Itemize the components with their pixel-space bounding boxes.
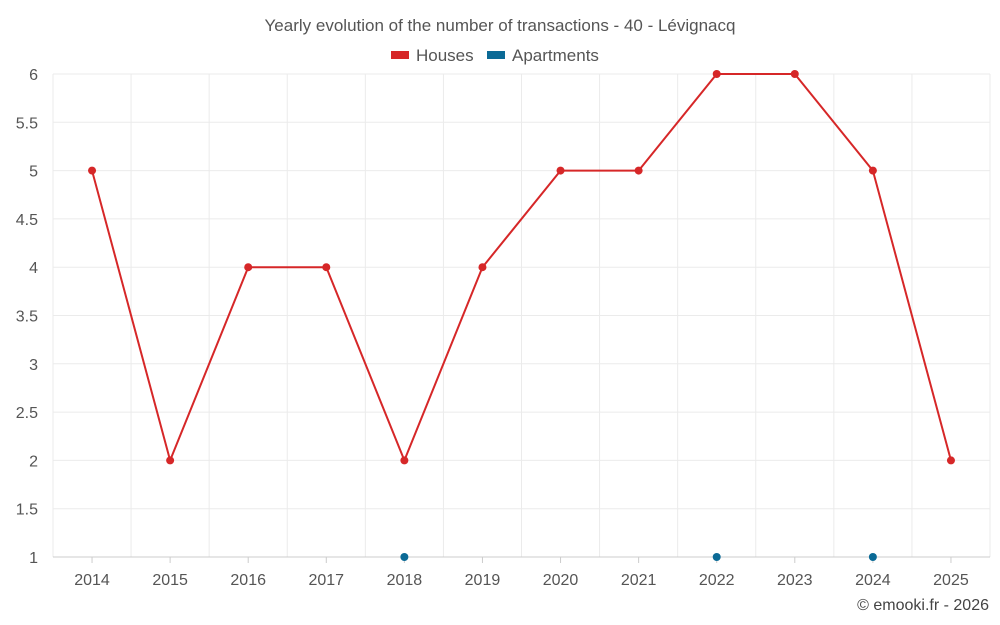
data-point-apartments[interactable]	[868, 553, 877, 561]
series-layer	[88, 70, 955, 561]
data-point-houses[interactable]	[400, 456, 409, 465]
legend: Houses Apartments	[391, 46, 599, 65]
data-point-houses[interactable]	[946, 456, 955, 465]
data-point-houses[interactable]	[322, 263, 331, 272]
legend-swatch-houses	[391, 51, 409, 59]
data-point-houses[interactable]	[634, 166, 643, 175]
y-tick-label: 3.5	[16, 309, 38, 326]
y-tick-label: 3	[29, 357, 38, 374]
data-point-houses[interactable]	[244, 263, 253, 272]
y-tick-label: 4.5	[16, 212, 38, 229]
x-tick-label: 2019	[465, 572, 501, 589]
y-tick-label: 2.5	[16, 405, 38, 422]
data-point-houses[interactable]	[556, 166, 565, 175]
x-tick-label: 2020	[543, 572, 579, 589]
legend-label-apartments: Apartments	[512, 46, 599, 65]
data-point-houses[interactable]	[868, 166, 877, 175]
x-tick-label: 2025	[933, 572, 969, 589]
y-tick-label: 5.5	[16, 115, 38, 132]
x-axis: 2014 2015 2016 2017 2018 2019 2020 2021 2022 2023…	[53, 556, 990, 589]
x-tick-label: 2014	[74, 572, 110, 589]
chart-title: Yearly evolution of the number of transa…	[265, 16, 736, 35]
data-point-apartments[interactable]	[400, 553, 409, 561]
x-tick-label: 2016	[230, 572, 266, 589]
credit-text: © emooki.fr - 2026	[857, 597, 989, 614]
y-axis: 1 1.5 2 2.5 3 3.5 4 4.5 5 5.5 6	[16, 67, 38, 567]
series-line-houses	[91, 73, 952, 462]
y-tick-label: 6	[29, 67, 38, 84]
data-point-apartments[interactable]	[712, 553, 721, 561]
y-tick-label: 5	[29, 164, 38, 181]
data-point-houses[interactable]	[790, 70, 799, 78]
data-point-houses[interactable]	[166, 456, 175, 465]
data-point-houses[interactable]	[88, 166, 97, 175]
x-tick-label: 2015	[152, 572, 188, 589]
y-tick-label: 1.5	[16, 502, 38, 519]
x-tick-label: 2023	[777, 572, 813, 589]
x-tick-label: 2017	[308, 572, 344, 589]
x-tick-label: 2021	[621, 572, 657, 589]
data-point-houses[interactable]	[712, 70, 721, 78]
grid	[52, 73, 991, 558]
legend-swatch-apartments	[487, 51, 505, 59]
x-tick-label: 2024	[855, 572, 891, 589]
data-point-houses[interactable]	[478, 263, 487, 272]
legend-label-houses: Houses	[416, 46, 474, 65]
y-tick-label: 4	[29, 260, 38, 277]
x-tick-label: 2018	[387, 572, 423, 589]
x-tick-label: 2022	[699, 572, 735, 589]
y-tick-label: 2	[29, 453, 38, 470]
y-tick-label: 1	[29, 550, 38, 567]
